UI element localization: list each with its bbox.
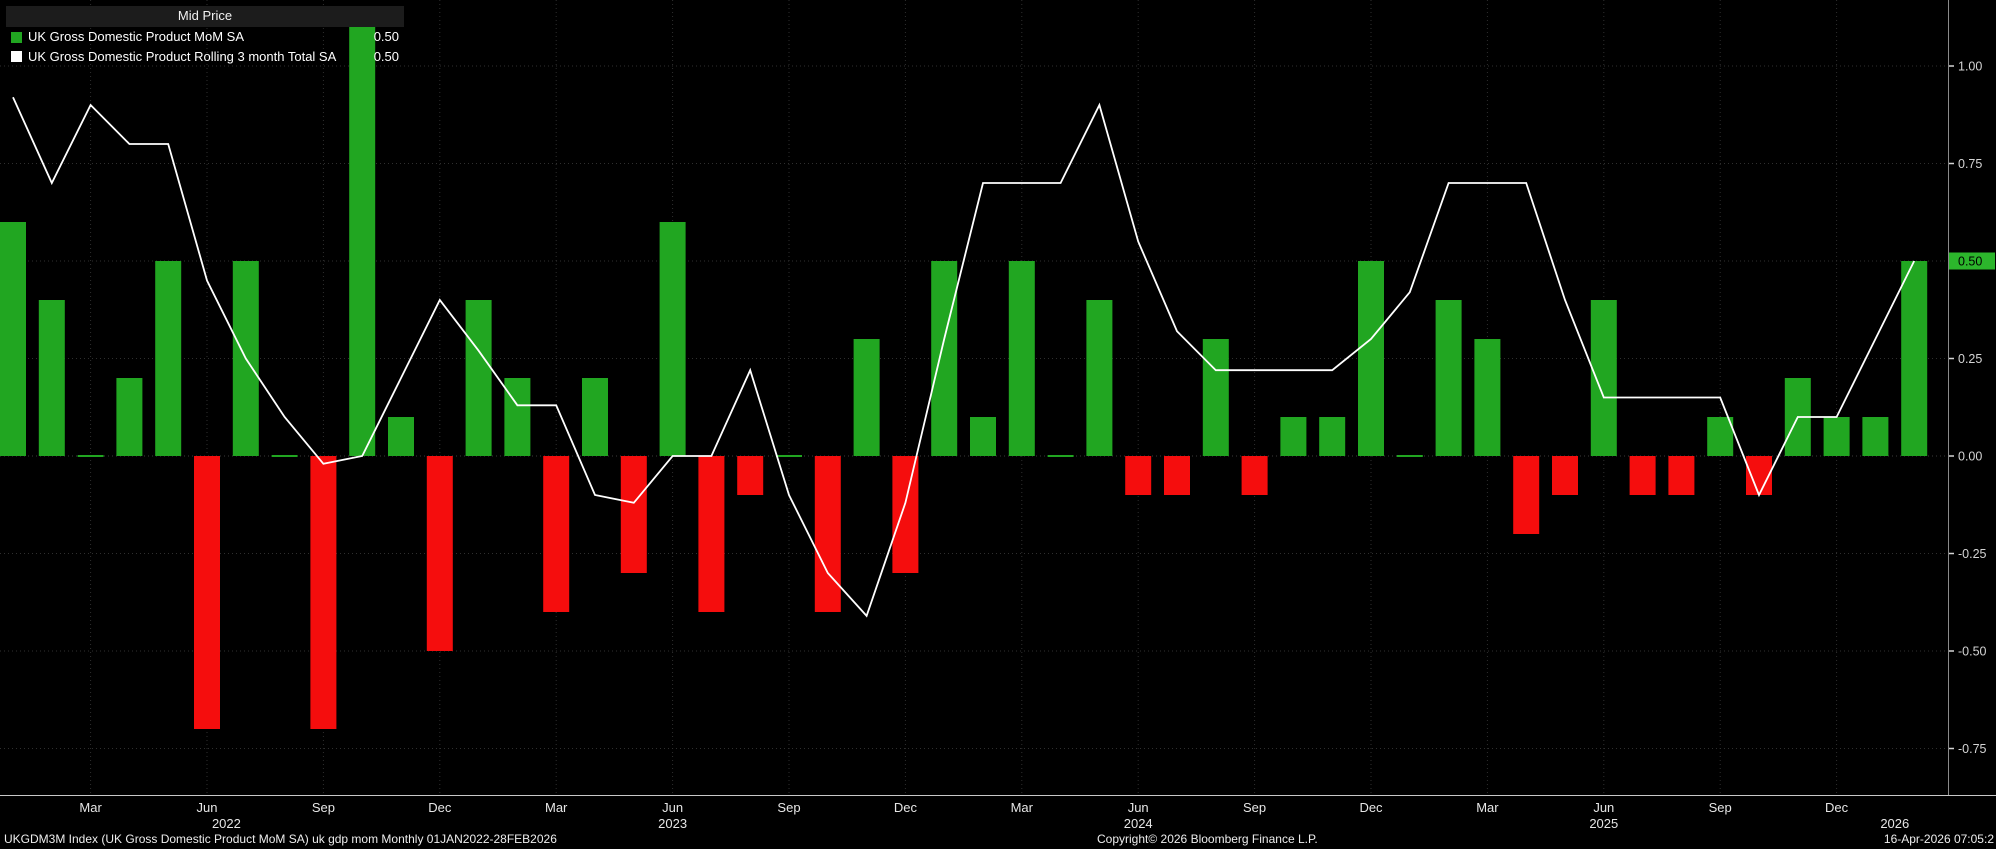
gdp-mom-bar-28 bbox=[1047, 455, 1074, 457]
x-year-label: 2025 bbox=[1589, 816, 1618, 831]
legend-header: Mid Price bbox=[6, 6, 404, 28]
legend-item-gdp-mom[interactable]: UK Gross Domestic Product MoM SA 0.50 bbox=[6, 27, 404, 46]
gdp-mom-bar-5 bbox=[155, 261, 182, 456]
x-tick-label: Mar bbox=[545, 800, 568, 815]
gdp-mom-bar-40 bbox=[1513, 456, 1540, 534]
x-tick-label: Mar bbox=[1476, 800, 1499, 815]
gdp-mom-bar-13 bbox=[465, 300, 492, 456]
x-tick-label: Sep bbox=[312, 800, 335, 815]
gdp-mom-bar-20 bbox=[737, 456, 764, 495]
legend-item-rolling-3m[interactable]: UK Gross Domestic Product Rolling 3 mont… bbox=[6, 47, 404, 66]
gdp-mom-bar-30 bbox=[1125, 456, 1152, 495]
last-price-badge-label: 0.50 bbox=[1958, 255, 1982, 269]
x-tick-label: Sep bbox=[777, 800, 800, 815]
last-price-badge bbox=[1949, 252, 1995, 270]
gdp-mom-bar-15 bbox=[543, 456, 570, 612]
y-tick-label: 0.00 bbox=[1958, 450, 1982, 464]
gdp-mom-bar-48 bbox=[1823, 417, 1850, 456]
gdp-mom-bar-34 bbox=[1280, 417, 1307, 456]
gdp-mom-bar-17 bbox=[620, 456, 647, 573]
x-tick-label: Jun bbox=[1128, 800, 1149, 815]
gdp-mom-bar-42 bbox=[1590, 300, 1617, 456]
x-tick-label: Sep bbox=[1243, 800, 1266, 815]
gdp-mom-bar-12 bbox=[426, 456, 453, 651]
chart-legend: Mid Price UK Gross Domestic Product MoM … bbox=[6, 6, 404, 66]
gdp-mom-bar-33 bbox=[1241, 456, 1268, 495]
gdp-mom-bar-35 bbox=[1319, 417, 1346, 456]
x-tick-label: Jun bbox=[1593, 800, 1614, 815]
gdp-mom-bar-2 bbox=[38, 300, 65, 456]
x-year-label: 2023 bbox=[658, 816, 687, 831]
gdp-mom-bar-41 bbox=[1552, 456, 1578, 495]
status-ticker-description: UKGDM3M Index (UK Gross Domestic Product… bbox=[4, 832, 557, 846]
gdp-mom-bar-1 bbox=[0, 222, 26, 456]
legend-label-rolling-3m: UK Gross Domestic Product Rolling 3 mont… bbox=[28, 48, 337, 64]
gdp-mom-bar-16 bbox=[582, 378, 608, 456]
x-tick-label: Dec bbox=[1825, 800, 1849, 815]
y-tick-label: 0.75 bbox=[1958, 157, 1982, 171]
gdp-mom-bar-25 bbox=[931, 261, 958, 456]
gdp-mom-bar-4 bbox=[116, 378, 143, 456]
status-timestamp: 16-Apr-2026 07:05:2 bbox=[1883, 832, 1994, 846]
gdp-mom-bar-10 bbox=[349, 27, 376, 456]
x-tick-label: Jun bbox=[662, 800, 683, 815]
y-tick-label: 1.00 bbox=[1958, 60, 1982, 74]
gdp-mom-bar-18 bbox=[659, 222, 686, 456]
status-copyright: Copyright© 2026 Bloomberg Finance L.P. bbox=[1097, 832, 1318, 846]
x-tick-label: Jun bbox=[197, 800, 218, 815]
gdp-mom-bar-31 bbox=[1164, 456, 1190, 495]
gdp-mom-bar-22 bbox=[814, 456, 841, 612]
gdp-mom-bar-24 bbox=[892, 456, 919, 573]
gdp-mom-bar-38 bbox=[1435, 300, 1462, 456]
gdp-mom-bar-6 bbox=[194, 456, 220, 729]
rolling-3m-line bbox=[12, 96, 1916, 618]
bar-series-swatch-icon bbox=[11, 31, 22, 43]
gdp-mom-bar-44 bbox=[1668, 456, 1695, 495]
x-tick-label: Dec bbox=[1359, 800, 1383, 815]
x-tick-label: Dec bbox=[894, 800, 918, 815]
gdp-mom-bar-3 bbox=[77, 455, 104, 457]
legend-value-gdp-mom: 0.50 bbox=[373, 29, 399, 45]
y-tick-label: 0.25 bbox=[1958, 352, 1982, 366]
gdp-mom-bar-23 bbox=[853, 339, 880, 456]
x-tick-label: Mar bbox=[79, 800, 102, 815]
gdp-mom-bar-11 bbox=[388, 417, 414, 456]
gdp-mom-bar-39 bbox=[1474, 339, 1501, 456]
gdp-mom-bar-8 bbox=[271, 455, 298, 457]
gdp-mom-bar-43 bbox=[1629, 456, 1656, 495]
y-tick-label: -0.25 bbox=[1958, 547, 1987, 561]
x-tick-label: Dec bbox=[428, 800, 452, 815]
gdp-mom-bar-32 bbox=[1202, 339, 1229, 456]
gdp-mom-bar-19 bbox=[698, 456, 725, 612]
status-bar: UKGDM3M Index (UK Gross Domestic Product… bbox=[0, 831, 1996, 849]
x-year-label: 2022 bbox=[212, 816, 241, 831]
x-year-label: 2024 bbox=[1124, 816, 1153, 831]
gdp-mom-bar-26 bbox=[970, 417, 996, 456]
x-year-label: 2026 bbox=[1880, 816, 1909, 831]
x-tick-label: Mar bbox=[1011, 800, 1034, 815]
gdp-mom-bar-27 bbox=[1008, 261, 1035, 456]
gdp-mom-bar-21 bbox=[776, 455, 802, 457]
legend-label-gdp-mom: UK Gross Domestic Product MoM SA bbox=[28, 29, 244, 45]
line-series-swatch-icon bbox=[11, 51, 22, 63]
legend-value-rolling-3m: 0.50 bbox=[373, 48, 399, 64]
x-tick-label: Sep bbox=[1709, 800, 1732, 815]
y-tick-label: -0.50 bbox=[1958, 645, 1987, 659]
gdp-mom-bar-29 bbox=[1086, 300, 1113, 456]
gdp-mom-bar-14 bbox=[504, 378, 531, 456]
gdp-mom-bar-9 bbox=[310, 456, 337, 729]
gdp-mom-bar-37 bbox=[1396, 455, 1423, 457]
y-tick-label: -0.75 bbox=[1958, 742, 1987, 756]
gdp-mom-bar-45 bbox=[1707, 417, 1734, 456]
gdp-mom-bar-49 bbox=[1862, 417, 1889, 456]
gdp-mom-bar-36 bbox=[1358, 261, 1384, 456]
gdp-mom-bar-50 bbox=[1901, 261, 1928, 456]
